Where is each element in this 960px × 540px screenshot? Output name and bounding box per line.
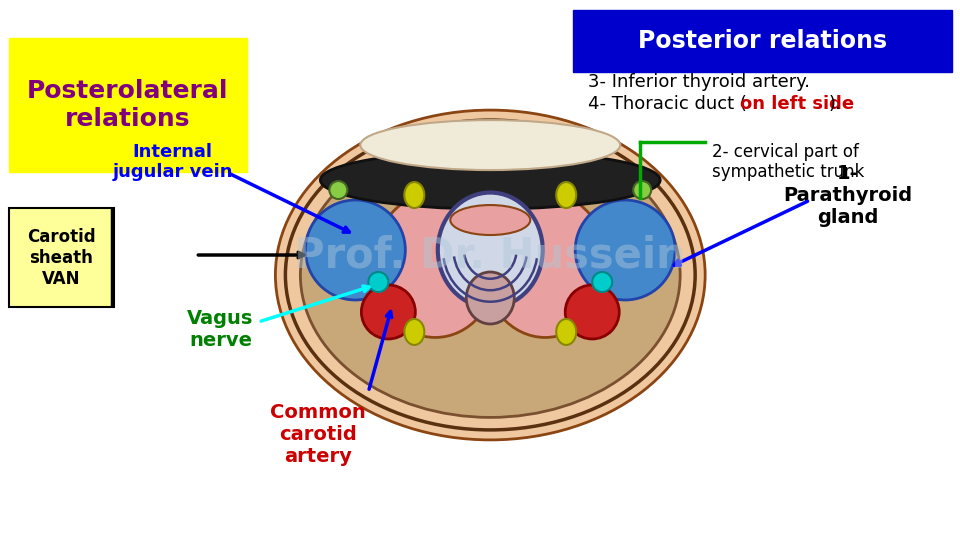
Text: Carotid
sheath
VAN: Carotid sheath VAN — [27, 228, 96, 288]
Ellipse shape — [360, 120, 620, 170]
Text: Internal
jugular vein: Internal jugular vein — [112, 143, 232, 181]
Text: Prof. Dr. Hussein: Prof. Dr. Hussein — [295, 234, 686, 276]
Circle shape — [305, 200, 405, 300]
Circle shape — [592, 272, 612, 292]
Circle shape — [634, 181, 651, 199]
Ellipse shape — [450, 205, 530, 235]
Text: Common
carotid
artery: Common carotid artery — [271, 403, 367, 467]
Ellipse shape — [556, 319, 576, 345]
Text: 2- cervical part of
sympathetic trunk: 2- cervical part of sympathetic trunk — [712, 143, 865, 181]
Ellipse shape — [276, 110, 706, 440]
Text: 3- Inferior thyroid artery.: 3- Inferior thyroid artery. — [588, 73, 810, 91]
Text: 1-
Parathyroid
gland: 1- Parathyroid gland — [783, 164, 913, 227]
Ellipse shape — [483, 193, 608, 338]
Text: Vagus
nerve: Vagus nerve — [187, 309, 253, 350]
Ellipse shape — [556, 182, 576, 208]
Ellipse shape — [404, 319, 424, 345]
Ellipse shape — [467, 272, 515, 324]
Text: 4- Thoracic duct (: 4- Thoracic duct ( — [588, 95, 747, 113]
Circle shape — [565, 285, 619, 339]
Circle shape — [575, 200, 675, 300]
Text: ).: ). — [828, 95, 841, 113]
Ellipse shape — [372, 193, 498, 338]
Text: Posterior relations: Posterior relations — [637, 29, 887, 53]
FancyBboxPatch shape — [573, 10, 952, 72]
FancyBboxPatch shape — [9, 208, 114, 307]
FancyBboxPatch shape — [9, 38, 248, 172]
Circle shape — [369, 272, 389, 292]
Text: Posterolateral
relations: Posterolateral relations — [27, 79, 228, 131]
Circle shape — [361, 285, 416, 339]
Ellipse shape — [321, 151, 660, 209]
Ellipse shape — [300, 133, 681, 417]
Circle shape — [329, 181, 348, 199]
Ellipse shape — [404, 182, 424, 208]
Ellipse shape — [438, 193, 542, 307]
Text: on left side: on left side — [740, 95, 854, 113]
